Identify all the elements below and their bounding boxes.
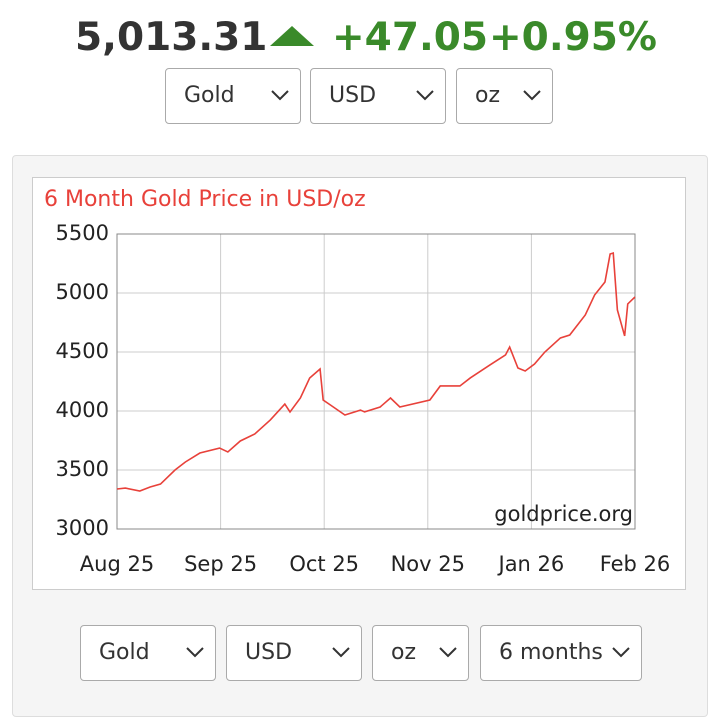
- x-tick-label: Oct 25: [289, 552, 359, 576]
- y-tick-label: 3500: [56, 457, 109, 481]
- y-tick-label: 5000: [56, 280, 109, 304]
- percent: +0.95%: [489, 15, 657, 60]
- x-tick-label: Aug 25: [80, 552, 154, 576]
- up-arrow: [270, 26, 314, 46]
- chart-title: 6 Month Gold Price in USD/oz: [44, 187, 366, 212]
- dropdown-text: oz: [475, 83, 501, 108]
- x-tick-label: Nov 25: [391, 552, 465, 576]
- chevron: [611, 646, 631, 658]
- y-tick-label: 5500: [56, 221, 109, 245]
- plot-frame: [116, 233, 636, 530]
- watermark: goldprice.org: [494, 502, 633, 526]
- chart-frame: [32, 177, 686, 590]
- y-tick-label: 4000: [56, 398, 109, 422]
- dropdown-text: Gold: [184, 83, 235, 108]
- x-tick-label: Jan 26: [497, 552, 565, 576]
- dropdown[interactable]: USD: [226, 625, 362, 681]
- change: +47.05: [332, 15, 489, 60]
- dropdown-text: 6 months: [499, 640, 603, 665]
- dropdown-text: oz: [391, 640, 417, 665]
- chevron: [185, 646, 205, 658]
- price-line: [116, 251, 636, 492]
- dropdown[interactable]: Gold: [165, 68, 301, 124]
- dropdown[interactable]: 6 months: [480, 625, 642, 681]
- y-tick-label: 3000: [56, 516, 109, 540]
- page: 5,013.31 +47.05 +0.95% 6 Month Gold Pric…: [12, 15, 708, 717]
- dropdown-text: Gold: [99, 640, 150, 665]
- y-tick-label: 4500: [56, 339, 109, 363]
- x-tick-label: Sep 25: [184, 552, 257, 576]
- dropdown[interactable]: Gold: [80, 625, 216, 681]
- chevron: [270, 89, 290, 101]
- dropdown-text: USD: [245, 640, 293, 665]
- dropdown[interactable]: USD: [310, 68, 446, 124]
- chevron: [438, 646, 458, 658]
- chevron: [331, 646, 351, 658]
- price: 5,013.31: [75, 15, 268, 60]
- dropdown[interactable]: oz: [372, 625, 469, 681]
- chevron: [522, 89, 542, 101]
- dropdown-text: USD: [329, 83, 377, 108]
- chevron: [415, 89, 435, 101]
- x-tick-label: Feb 26: [600, 552, 671, 576]
- dropdown[interactable]: oz: [456, 68, 553, 124]
- chart: 6 Month Gold Price in USD/oz 3000 3500 400…: [32, 177, 686, 590]
